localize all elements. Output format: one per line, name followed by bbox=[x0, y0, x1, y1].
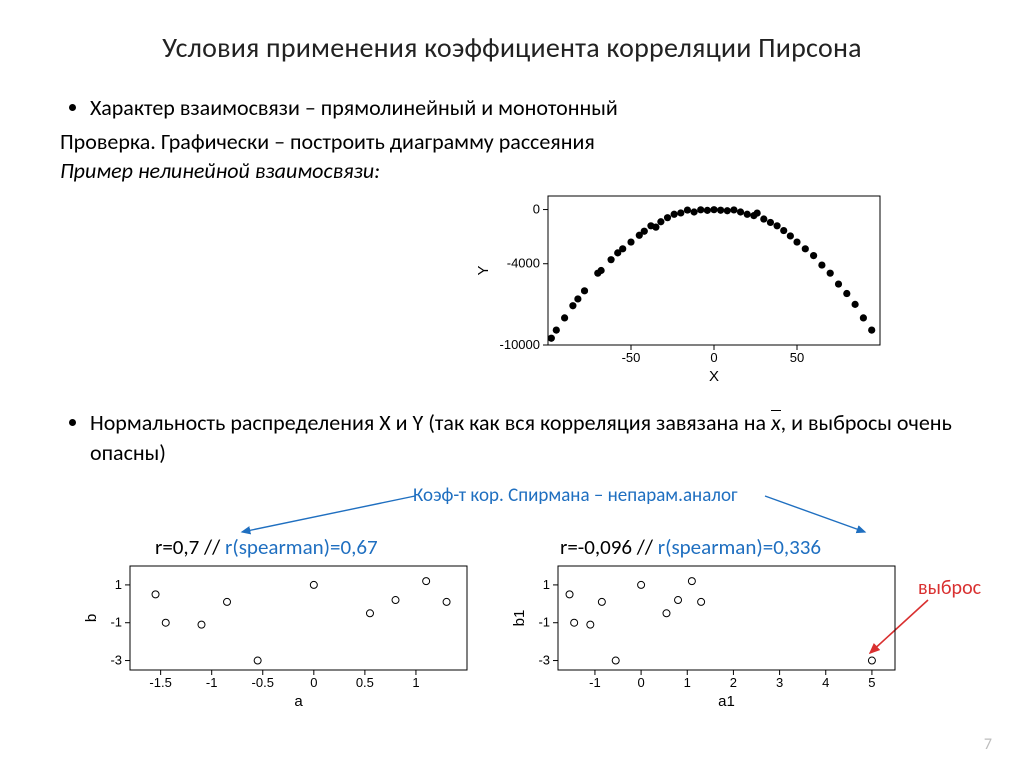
svg-text:50: 50 bbox=[790, 350, 804, 365]
svg-text:-3: -3 bbox=[110, 653, 122, 668]
svg-text:1: 1 bbox=[543, 577, 550, 592]
top-scatter-plot: -50 0 50 -10000 -4000 0 X Y bbox=[470, 190, 890, 385]
svg-text:-4000: -4000 bbox=[507, 256, 540, 271]
svg-text:1: 1 bbox=[412, 675, 419, 690]
svg-text:Y: Y bbox=[475, 265, 492, 275]
slide-title: Условия применения коэффициента корреляц… bbox=[60, 30, 964, 65]
svg-text:a1: a1 bbox=[718, 693, 735, 710]
arrow-blue-left bbox=[230, 490, 420, 540]
line-check: Проверка. Графически – построить диаграм… bbox=[60, 127, 964, 157]
bullet-1: Характер взаимосвязи – прямолинейный и м… bbox=[90, 93, 964, 123]
svg-text:-1: -1 bbox=[538, 615, 550, 630]
right-scatter-plot: -1 0 1 2 3 4 5 -3 -1 1 a1 b1 bbox=[510, 560, 905, 710]
content-block-1: Характер взаимосвязи – прямолинейный и м… bbox=[60, 93, 964, 186]
outlier-label: выброс bbox=[918, 576, 981, 600]
svg-text:4: 4 bbox=[822, 675, 829, 690]
svg-text:1: 1 bbox=[684, 675, 691, 690]
left-rs: r(spearman)=0,67 bbox=[225, 534, 378, 560]
page-number: 7 bbox=[984, 735, 992, 754]
left-stat: r=0,7 // r(spearman)=0,67 bbox=[155, 534, 378, 560]
svg-text:0.5: 0.5 bbox=[356, 675, 374, 690]
right-r: r=-0,096 // bbox=[560, 534, 658, 560]
spearman-note: Коэф-т кор. Спирмана – непарам.аналог bbox=[413, 484, 738, 507]
svg-text:0: 0 bbox=[533, 202, 540, 217]
bullet-2-pre: Нормальность распределения X и Y (так ка… bbox=[90, 409, 771, 436]
svg-text:-1: -1 bbox=[206, 675, 218, 690]
svg-text:0: 0 bbox=[637, 675, 644, 690]
svg-text:0: 0 bbox=[310, 675, 317, 690]
svg-text:1: 1 bbox=[115, 577, 122, 592]
bullet-2: Нормальность распределения X и Y (так ка… bbox=[90, 408, 964, 467]
svg-text:X: X bbox=[709, 368, 719, 385]
line-example: Пример нелинейной взаимосвязи: bbox=[60, 156, 964, 186]
content-block-2: Нормальность распределения X и Y (так ка… bbox=[60, 408, 964, 467]
svg-text:-50: -50 bbox=[622, 350, 641, 365]
svg-text:-3: -3 bbox=[538, 653, 550, 668]
left-scatter-plot: -1.5 -1 -0.5 0 0.5 1 -3 -1 1 a b bbox=[82, 560, 477, 710]
svg-text:a: a bbox=[294, 693, 303, 710]
svg-text:-1: -1 bbox=[110, 615, 122, 630]
svg-text:b1: b1 bbox=[511, 610, 528, 627]
svg-text:-1.5: -1.5 bbox=[149, 675, 171, 690]
svg-text:b: b bbox=[83, 614, 100, 622]
svg-text:5: 5 bbox=[868, 675, 875, 690]
left-r: r=0,7 // bbox=[155, 534, 225, 560]
slide-root: Условия применения коэффициента корреляц… bbox=[0, 0, 1024, 768]
bullet-list-2: Нормальность распределения X и Y (так ка… bbox=[60, 408, 964, 467]
right-rs: r(spearman)=0,336 bbox=[658, 534, 821, 560]
svg-text:2: 2 bbox=[730, 675, 737, 690]
bullet-list-1: Характер взаимосвязи – прямолинейный и м… bbox=[60, 93, 964, 123]
svg-text:3: 3 bbox=[776, 675, 783, 690]
svg-text:-1: -1 bbox=[589, 675, 601, 690]
svg-text:-10000: -10000 bbox=[500, 337, 540, 352]
right-stat: r=-0,096 // r(spearman)=0,336 bbox=[560, 534, 821, 560]
xbar: x bbox=[771, 408, 781, 438]
svg-text:-0.5: -0.5 bbox=[252, 675, 274, 690]
arrow-blue-right bbox=[760, 490, 880, 540]
svg-text:0: 0 bbox=[710, 350, 717, 365]
